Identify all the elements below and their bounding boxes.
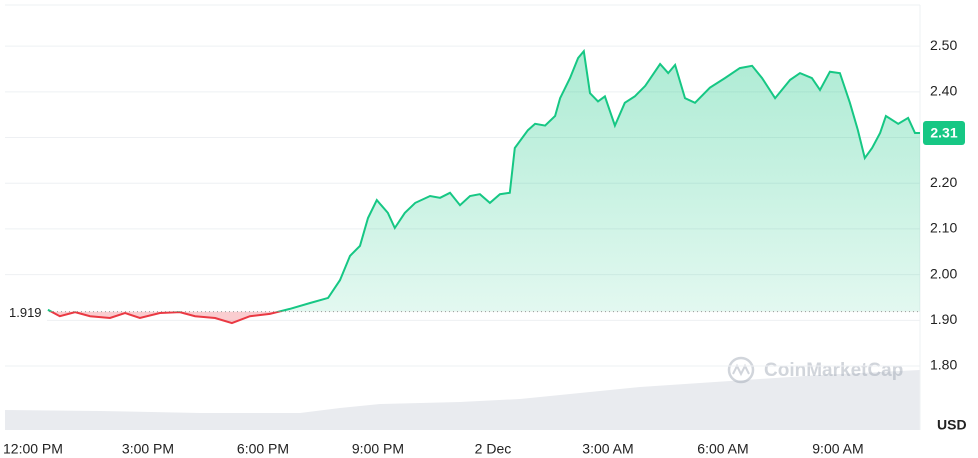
y-tick-label: 2.10 bbox=[930, 220, 957, 236]
y-tick-label: 1.90 bbox=[930, 311, 957, 327]
y-tick-label: 2.00 bbox=[930, 265, 957, 281]
y-tick-label: 1.80 bbox=[930, 357, 957, 373]
baseline-label-bg bbox=[3, 301, 47, 322]
y-tick-label: 2.20 bbox=[930, 174, 957, 190]
watermark-text: CoinMarketCap bbox=[764, 360, 903, 381]
area-down bbox=[47, 311, 920, 324]
x-tick-label: 2 Dec bbox=[475, 441, 512, 457]
y-tick-label: 2.50 bbox=[930, 37, 957, 53]
area-up bbox=[47, 51, 920, 312]
price-line-down bbox=[49, 311, 283, 325]
baseline-label: 1.919 bbox=[9, 305, 42, 320]
watermark: CoinMarketCap bbox=[727, 356, 903, 384]
last-price-label: 2.31 bbox=[930, 125, 957, 141]
volume-area bbox=[5, 370, 920, 430]
y-tick-label: 2.40 bbox=[930, 83, 957, 99]
y-unit: USD bbox=[937, 417, 967, 433]
x-tick-label: 9:00 PM bbox=[352, 441, 404, 457]
x-tick-label: 3:00 AM bbox=[582, 441, 633, 457]
price-line-up bbox=[47, 48, 920, 312]
x-tick-label: 6:00 PM bbox=[237, 441, 289, 457]
x-tick-label: 3:00 PM bbox=[122, 441, 174, 457]
x-tick-label: 12:00 PM bbox=[3, 441, 63, 457]
last-price-badge bbox=[923, 120, 965, 145]
x-tick-label: 9:00 AM bbox=[812, 441, 863, 457]
x-tick-label: 6:00 AM bbox=[697, 441, 748, 457]
